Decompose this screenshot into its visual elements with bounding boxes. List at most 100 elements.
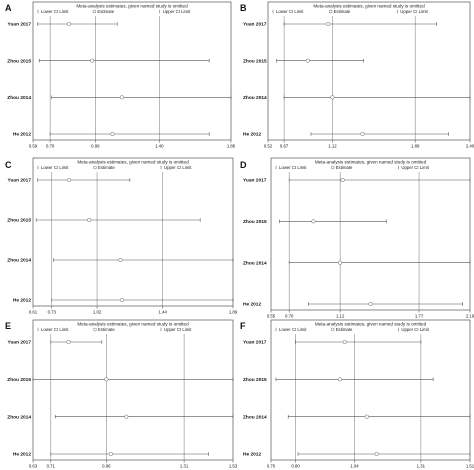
legend-label: Lower CI Limit [41, 9, 69, 14]
x-tick-label: 0.70 [267, 464, 276, 469]
study-label: Yuan 2017 [8, 178, 32, 184]
x-tick-label: 1.77 [415, 314, 424, 319]
x-tick-label: 0.80 [291, 464, 300, 469]
estimate-point [374, 451, 379, 457]
study-row: Yuan 2017 [8, 177, 131, 184]
estimate-point [120, 297, 125, 303]
study-row: He 2012 [13, 131, 210, 138]
estimate-point [340, 177, 345, 183]
legend-label: Estimate [98, 327, 115, 332]
estimate-point [66, 177, 71, 183]
x-tick-label: 0.70 [46, 144, 55, 149]
legend-entry: Upper CI Limit [398, 165, 430, 170]
legend-entry: Lower CI Limit [272, 9, 304, 14]
legend-label: Upper CI Limit [164, 327, 192, 332]
estimate-point [66, 339, 71, 345]
panel-letter: A [5, 3, 12, 13]
x-tick-label: 2.19 [466, 314, 474, 319]
panel-b: B Meta-analysis estimates, given named st… [240, 1, 474, 149]
study-label: Zhou 2015 [7, 58, 31, 64]
legend-label: Lower CI Limit [276, 9, 304, 14]
plot-title: Meta-analysis estimates, given named stu… [77, 322, 189, 327]
x-tick-label: 0.70 [285, 314, 294, 319]
plot-title: Meta-analysis estimates, given named stu… [315, 322, 427, 327]
estimate-point [119, 95, 124, 100]
study-label: He 2012 [13, 132, 31, 138]
study-label: Zhou 2015 [7, 377, 31, 383]
study-label: Zhou 2014 [7, 258, 31, 264]
x-tick-label: 0.96 [102, 464, 111, 469]
study-label: Zhou 2015 [243, 377, 267, 383]
x-tick-label: 0.67 [280, 144, 289, 149]
legend-entry: Upper CI Limit [396, 9, 429, 14]
study-row: Zhou 2015 [7, 217, 201, 224]
legend-entry: Estimate [330, 165, 353, 170]
legend-label: Lower CI Limit [41, 327, 69, 332]
study-label: Zhou 2014 [243, 260, 267, 266]
legend-label: Upper CI Limit [164, 165, 192, 170]
legend-entry: Lower CI Limit [37, 327, 69, 332]
x-tick-label: 0.55 [267, 314, 276, 319]
plot-frame [32, 157, 234, 307]
plot-title: Meta-analysis estimates, given named stu… [77, 160, 189, 165]
estimate-point [305, 58, 310, 63]
x-tick-label: 1.02 [93, 310, 102, 315]
study-label: He 2012 [243, 452, 261, 458]
x-tick-label: 1.12 [336, 314, 345, 319]
panel-d: D Meta-analysis estimates, given named st… [240, 157, 474, 319]
x-tick-label: 0.52 [264, 144, 273, 149]
x-tick-label: 0.99 [91, 144, 100, 149]
legend-entry: Upper CI Limit [160, 327, 192, 332]
legend-label: Upper CI Limit [401, 327, 429, 332]
study-row: He 2012 [243, 451, 471, 458]
estimate-point [368, 301, 373, 307]
estimate-point [110, 131, 115, 137]
plot-title: Meta-analysis estimates, given named stu… [313, 4, 425, 9]
study-row: Zhou 2015 [243, 219, 387, 225]
legend-entry: Upper CI Limit [398, 327, 430, 332]
legend-label: Estimate [336, 327, 353, 332]
study-label: Zhou 2015 [243, 58, 267, 64]
x-tick-label: 0.73 [48, 310, 57, 315]
legend-entry: Upper CI Limit [159, 9, 191, 14]
estimate-point [330, 95, 335, 100]
x-tick-label: 1.86 [227, 144, 236, 149]
study-row: He 2012 [13, 297, 234, 304]
legend-entry: Lower CI Limit [275, 165, 307, 170]
estimate-point [360, 131, 365, 137]
study-row: Zhou 2014 [7, 257, 234, 264]
x-tick-label: 1.44 [159, 310, 168, 315]
study-label: Yuan 2017 [8, 340, 32, 346]
x-tick-label: 2.40 [466, 144, 474, 149]
legend-label: Upper CI Limit [400, 9, 428, 14]
estimate-point [108, 451, 113, 457]
study-label: Zhou 2015 [243, 219, 267, 225]
estimate-point [104, 377, 109, 382]
panel-e: E Meta-analysis estimates, given named st… [5, 319, 238, 469]
plot-title: Meta-analysis estimates, given named stu… [76, 4, 188, 9]
study-label: He 2012 [13, 452, 31, 458]
study-row: Yuan 2017 [8, 339, 103, 346]
study-row: He 2012 [13, 452, 209, 458]
study-label: Zhou 2014 [7, 95, 31, 101]
x-tick-label: 1.53 [229, 464, 238, 469]
study-row: Yuan 2017 [243, 340, 422, 346]
estimate-point [66, 21, 71, 27]
legend-label: Lower CI Limit [279, 165, 307, 170]
estimate-point [118, 257, 123, 263]
legend-label: Estimate [336, 165, 353, 170]
legend-entry: Estimate [93, 165, 115, 170]
study-label: Yuan 2017 [8, 22, 32, 28]
study-label: He 2012 [243, 132, 261, 138]
estimate-point [124, 414, 129, 419]
study-row: Zhou 2015 [7, 377, 234, 383]
legend-entry: Estimate [92, 9, 115, 14]
estimate-point [87, 217, 92, 223]
estimate-marker-icon [93, 327, 97, 332]
study-row: Yuan 2017 [8, 22, 118, 28]
x-tick-label: 0.63 [29, 464, 38, 469]
study-label: Zhou 2015 [7, 218, 31, 224]
study-label: Zhou 2014 [243, 414, 267, 420]
study-row: Zhou 2014 [243, 414, 471, 420]
